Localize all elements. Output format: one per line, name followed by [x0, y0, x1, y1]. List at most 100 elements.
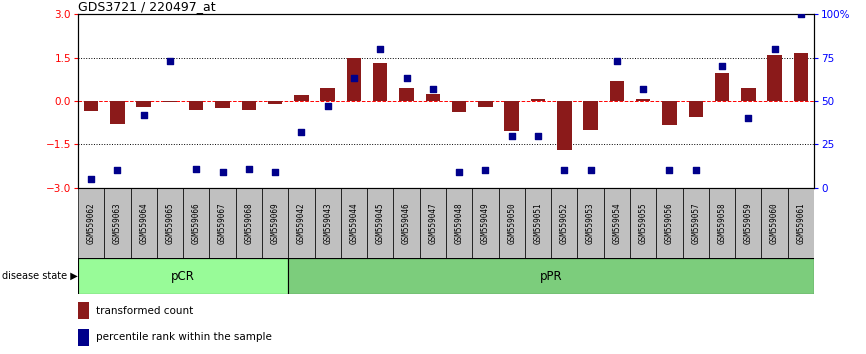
- Bar: [793, 53, 808, 101]
- Bar: [735, 188, 761, 258]
- Text: GSM559056: GSM559056: [665, 202, 674, 244]
- Text: GSM559068: GSM559068: [244, 202, 254, 244]
- Text: GSM559059: GSM559059: [744, 202, 753, 244]
- Point: [84, 176, 98, 182]
- Point: [111, 167, 125, 173]
- Bar: [662, 101, 676, 125]
- Text: transformed count: transformed count: [96, 306, 193, 316]
- Bar: [478, 101, 493, 107]
- Text: GSM559063: GSM559063: [113, 202, 122, 244]
- Bar: [78, 302, 89, 319]
- Text: GSM559051: GSM559051: [533, 202, 542, 244]
- Point: [216, 169, 229, 175]
- Bar: [741, 88, 755, 101]
- Bar: [604, 188, 630, 258]
- Text: GSM559061: GSM559061: [797, 202, 805, 244]
- Bar: [78, 258, 288, 294]
- Point: [190, 166, 204, 171]
- Point: [347, 75, 361, 81]
- Bar: [584, 101, 598, 130]
- Point: [242, 166, 255, 171]
- Bar: [78, 188, 104, 258]
- Text: GSM559053: GSM559053: [586, 202, 595, 244]
- Point: [163, 58, 177, 64]
- Bar: [236, 188, 262, 258]
- Point: [584, 167, 598, 173]
- Text: GSM559046: GSM559046: [402, 202, 411, 244]
- Bar: [446, 188, 472, 258]
- Text: GSM559045: GSM559045: [376, 202, 385, 244]
- Bar: [346, 57, 361, 101]
- Point: [637, 86, 650, 92]
- Point: [505, 133, 519, 138]
- Bar: [341, 188, 367, 258]
- Bar: [682, 188, 709, 258]
- Text: pCR: pCR: [171, 270, 195, 282]
- Bar: [531, 98, 546, 101]
- Bar: [636, 98, 650, 101]
- Bar: [761, 188, 788, 258]
- Text: percentile rank within the sample: percentile rank within the sample: [96, 332, 272, 342]
- Text: GSM559064: GSM559064: [139, 202, 148, 244]
- Bar: [137, 101, 151, 107]
- Point: [294, 129, 308, 135]
- Bar: [505, 101, 519, 131]
- Bar: [183, 188, 210, 258]
- Bar: [84, 101, 99, 111]
- Text: GSM559062: GSM559062: [87, 202, 95, 244]
- Text: GSM559044: GSM559044: [350, 202, 359, 244]
- Bar: [367, 188, 393, 258]
- Point: [137, 112, 151, 118]
- Bar: [425, 94, 440, 101]
- Point: [741, 115, 755, 121]
- Point: [688, 167, 702, 173]
- Text: GSM559069: GSM559069: [270, 202, 280, 244]
- Text: GSM559054: GSM559054: [612, 202, 622, 244]
- Bar: [767, 55, 782, 101]
- Bar: [788, 188, 814, 258]
- Point: [373, 46, 387, 52]
- Point: [426, 86, 440, 92]
- Text: GSM559048: GSM559048: [455, 202, 463, 244]
- Bar: [262, 188, 288, 258]
- Text: GSM559065: GSM559065: [165, 202, 174, 244]
- Bar: [288, 188, 314, 258]
- Text: pPR: pPR: [540, 270, 562, 282]
- Text: GSM559057: GSM559057: [691, 202, 701, 244]
- Point: [610, 58, 624, 64]
- Point: [268, 169, 282, 175]
- Bar: [268, 101, 282, 104]
- Point: [452, 169, 466, 175]
- Bar: [163, 101, 178, 102]
- Text: GSM559060: GSM559060: [770, 202, 779, 244]
- Bar: [393, 188, 420, 258]
- Bar: [110, 101, 125, 124]
- Bar: [216, 101, 229, 108]
- Bar: [656, 188, 682, 258]
- Bar: [472, 188, 499, 258]
- Bar: [452, 101, 467, 113]
- Bar: [499, 188, 525, 258]
- Bar: [709, 188, 735, 258]
- Bar: [189, 101, 204, 110]
- Text: GSM559066: GSM559066: [191, 202, 201, 244]
- Bar: [399, 88, 414, 101]
- Text: GSM559067: GSM559067: [218, 202, 227, 244]
- Bar: [578, 188, 604, 258]
- Bar: [610, 81, 624, 101]
- Bar: [294, 95, 308, 101]
- Text: GSM559043: GSM559043: [323, 202, 333, 244]
- Bar: [314, 188, 341, 258]
- Bar: [557, 101, 572, 150]
- Text: disease state ▶: disease state ▶: [2, 271, 77, 281]
- Text: GSM559058: GSM559058: [718, 202, 727, 244]
- Text: GSM559055: GSM559055: [638, 202, 648, 244]
- Text: GSM559052: GSM559052: [559, 202, 569, 244]
- Text: GSM559047: GSM559047: [429, 202, 437, 244]
- Bar: [288, 258, 814, 294]
- Point: [558, 167, 572, 173]
- Bar: [210, 188, 236, 258]
- Bar: [551, 188, 578, 258]
- Bar: [373, 63, 387, 101]
- Bar: [78, 329, 89, 346]
